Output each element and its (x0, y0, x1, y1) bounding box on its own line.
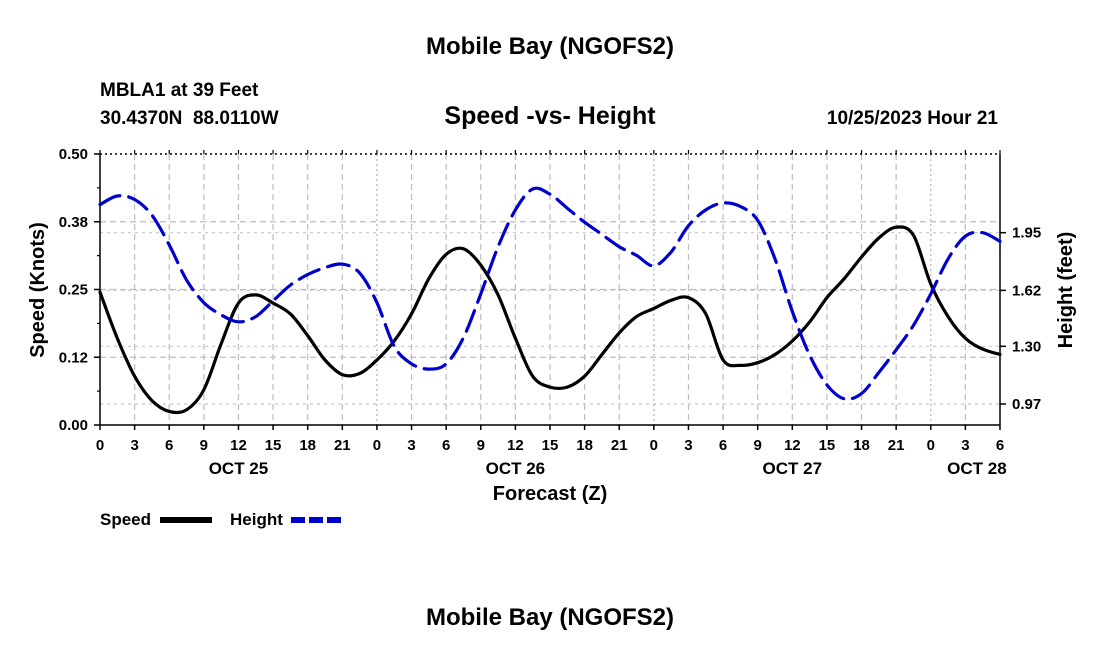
x-tick-label: 15 (819, 437, 836, 454)
x-tick-label: 3 (961, 437, 969, 454)
y-tick-label-right: 0.97 (1012, 396, 1041, 413)
series-line-height (98, 186, 1002, 401)
x-tick-label: 18 (576, 437, 593, 454)
y-tick-label-left: 0.38 (59, 214, 88, 231)
x-date-label: OCT 27 (763, 459, 823, 478)
y-tick-label-right: 1.95 (1012, 225, 1041, 242)
x-tick-label: 15 (265, 437, 282, 454)
y-axis-label-right: Height (feet) (1055, 232, 1077, 349)
x-tick-label: 9 (477, 437, 485, 454)
station-coords: 30.4370N 88.0110W (100, 108, 279, 129)
x-tick-label: 21 (888, 437, 905, 454)
y-tick-label-left: 0.25 (59, 282, 88, 299)
x-tick-label: 0 (373, 437, 381, 454)
plot-axes: 0 3 6 9 12 15 18 21 0 3 6 9 12 15 18 21 0 3 6 9 12 15 18 21 0 3 6 O… (59, 146, 1041, 478)
x-tick-label: 3 (407, 437, 415, 454)
x-tick-label: 12 (230, 437, 247, 454)
x-tick-label: 15 (542, 437, 559, 454)
x-tick-label: 0 (927, 437, 935, 454)
x-tick-label: 9 (754, 437, 762, 454)
x-tick-label: 0 (650, 437, 658, 454)
y-tick-label-left: 0.50 (59, 146, 88, 163)
x-tick-label: 12 (507, 437, 524, 454)
x-tick-label: 0 (96, 437, 104, 454)
x-tick-label: 3 (684, 437, 692, 454)
x-tick-label: 21 (611, 437, 628, 454)
y-axis-label-left: Speed (Knots) (27, 222, 49, 358)
x-tick-label: 21 (334, 437, 351, 454)
x-tick-label: 12 (784, 437, 801, 454)
main-title: Mobile Bay (NGOFS2) (426, 33, 674, 60)
y-tick-label-left: 0.12 (59, 349, 88, 366)
data-series (98, 186, 1002, 415)
chart-legend: Speed Height (100, 510, 343, 529)
x-tick-label: 6 (719, 437, 727, 454)
y-tick-label-left: 0.00 (59, 417, 88, 434)
x-tick-label: 6 (165, 437, 173, 454)
forecast-timestamp: 10/25/2023 Hour 21 (827, 108, 999, 129)
y-tick-label-right: 1.30 (1012, 338, 1041, 355)
legend-label-speed: Speed (100, 510, 151, 529)
x-axis-label: Forecast (Z) (493, 483, 607, 505)
legend-label-height: Height (230, 510, 283, 529)
x-tick-label: 18 (853, 437, 870, 454)
x-tick-label: 9 (200, 437, 208, 454)
y-tick-label-right: 1.62 (1012, 282, 1041, 299)
footer-title: Mobile Bay (NGOFS2) (426, 604, 674, 631)
x-tick-label: 18 (299, 437, 316, 454)
x-tick-label: 6 (442, 437, 450, 454)
grid-lines (100, 153, 1000, 425)
x-tick-label: 6 (996, 437, 1004, 454)
x-date-label: OCT 25 (209, 459, 269, 478)
x-tick-label: 3 (130, 437, 138, 454)
series-line-speed (98, 225, 1002, 415)
chart-title: Speed -vs- Height (444, 102, 656, 130)
x-date-label: OCT 28 (947, 459, 1007, 478)
station-name: MBLA1 at 39 Feet (100, 80, 259, 101)
x-date-label: OCT 26 (486, 459, 546, 478)
